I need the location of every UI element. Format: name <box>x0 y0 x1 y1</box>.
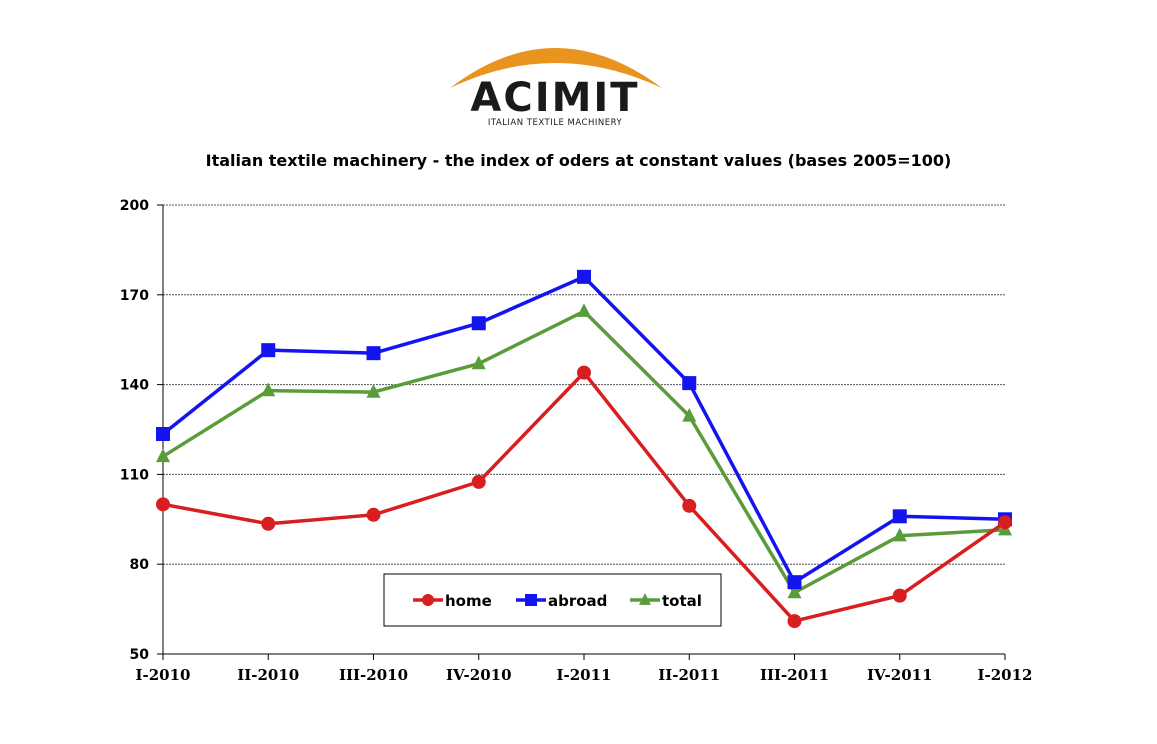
legend-item-abroad: abroad <box>516 592 607 610</box>
x-tick-label: I-2012 <box>978 666 1033 684</box>
y-tick-label: 50 <box>130 647 150 663</box>
data-point-total <box>261 382 276 397</box>
x-tick-label: III-2010 <box>339 666 408 684</box>
y-tick-label: 170 <box>120 288 149 304</box>
data-point-total <box>471 355 486 370</box>
data-point-abroad <box>577 269 591 284</box>
data-point-home <box>261 516 276 531</box>
data-point-home <box>682 498 697 513</box>
x-tick-label: I-2010 <box>136 666 191 684</box>
legend-swatch-marker <box>639 593 651 605</box>
x-tick-labels: I-2010 II-2010 III-2010 IV-2010 I-2011 II-201… <box>136 666 1033 684</box>
legend-label: home <box>445 592 492 610</box>
legend-swatch-marker <box>422 594 434 606</box>
legend-label: total <box>662 592 702 610</box>
y-tick-label: 110 <box>120 467 149 483</box>
data-point-abroad <box>471 316 486 331</box>
legend-item-total: total <box>630 592 702 610</box>
data-point-total <box>787 584 802 599</box>
data-point-home <box>156 497 170 512</box>
legend: home abroad total <box>383 573 722 627</box>
data-point-abroad <box>787 575 802 590</box>
data-point-home <box>892 588 907 603</box>
series-home <box>156 365 1012 629</box>
data-point-home <box>998 515 1012 530</box>
x-tick-label: II-2011 <box>658 666 720 684</box>
gridlines <box>163 204 1005 565</box>
y-tick-label: 80 <box>130 557 150 573</box>
logo-wordmark: ACIMIT <box>470 75 640 121</box>
x-tick-label: IV-2011 <box>867 666 933 684</box>
series-total <box>156 303 1012 599</box>
series-line-abroad <box>161 275 1006 584</box>
data-point-abroad <box>892 509 907 524</box>
data-point-total <box>682 407 697 422</box>
data-point-abroad <box>156 426 170 441</box>
logo-arc <box>450 48 662 88</box>
y-tick-label: 140 <box>120 378 149 394</box>
acimit-logo: ACIMIT ITALIAN TEXTILE MACHINERY <box>440 30 670 135</box>
logo-tagline: ITALIAN TEXTILE MACHINERY <box>487 118 623 128</box>
data-point-home <box>366 507 381 522</box>
x-tick-label: I-2011 <box>557 666 612 684</box>
data-point-total <box>577 303 591 317</box>
data-point-total <box>892 527 907 542</box>
data-point-home <box>471 474 486 489</box>
data-point-abroad <box>261 343 276 358</box>
data-point-home <box>787 614 802 629</box>
series-line-total <box>162 309 1006 595</box>
chart-title: Italian textile machinery - the index of… <box>205 151 952 170</box>
data-point-abroad <box>366 346 381 361</box>
data-point-abroad <box>682 376 697 391</box>
x-tick-label: III-2011 <box>760 666 829 684</box>
data-point-home <box>577 365 591 380</box>
y-tick-label: 200 <box>120 198 149 214</box>
data-point-total <box>156 448 170 463</box>
legend-swatch-marker <box>525 594 537 606</box>
legend-label: abroad <box>548 592 607 610</box>
data-point-total <box>366 384 381 398</box>
series <box>156 269 1012 629</box>
series-abroad <box>156 269 1012 590</box>
x-tick-label: IV-2010 <box>446 666 512 684</box>
legend-item-home: home <box>413 592 492 610</box>
y-tick-labels: 50 80 110 140 170 200 <box>120 198 149 663</box>
x-tick-label: II-2010 <box>237 666 299 684</box>
